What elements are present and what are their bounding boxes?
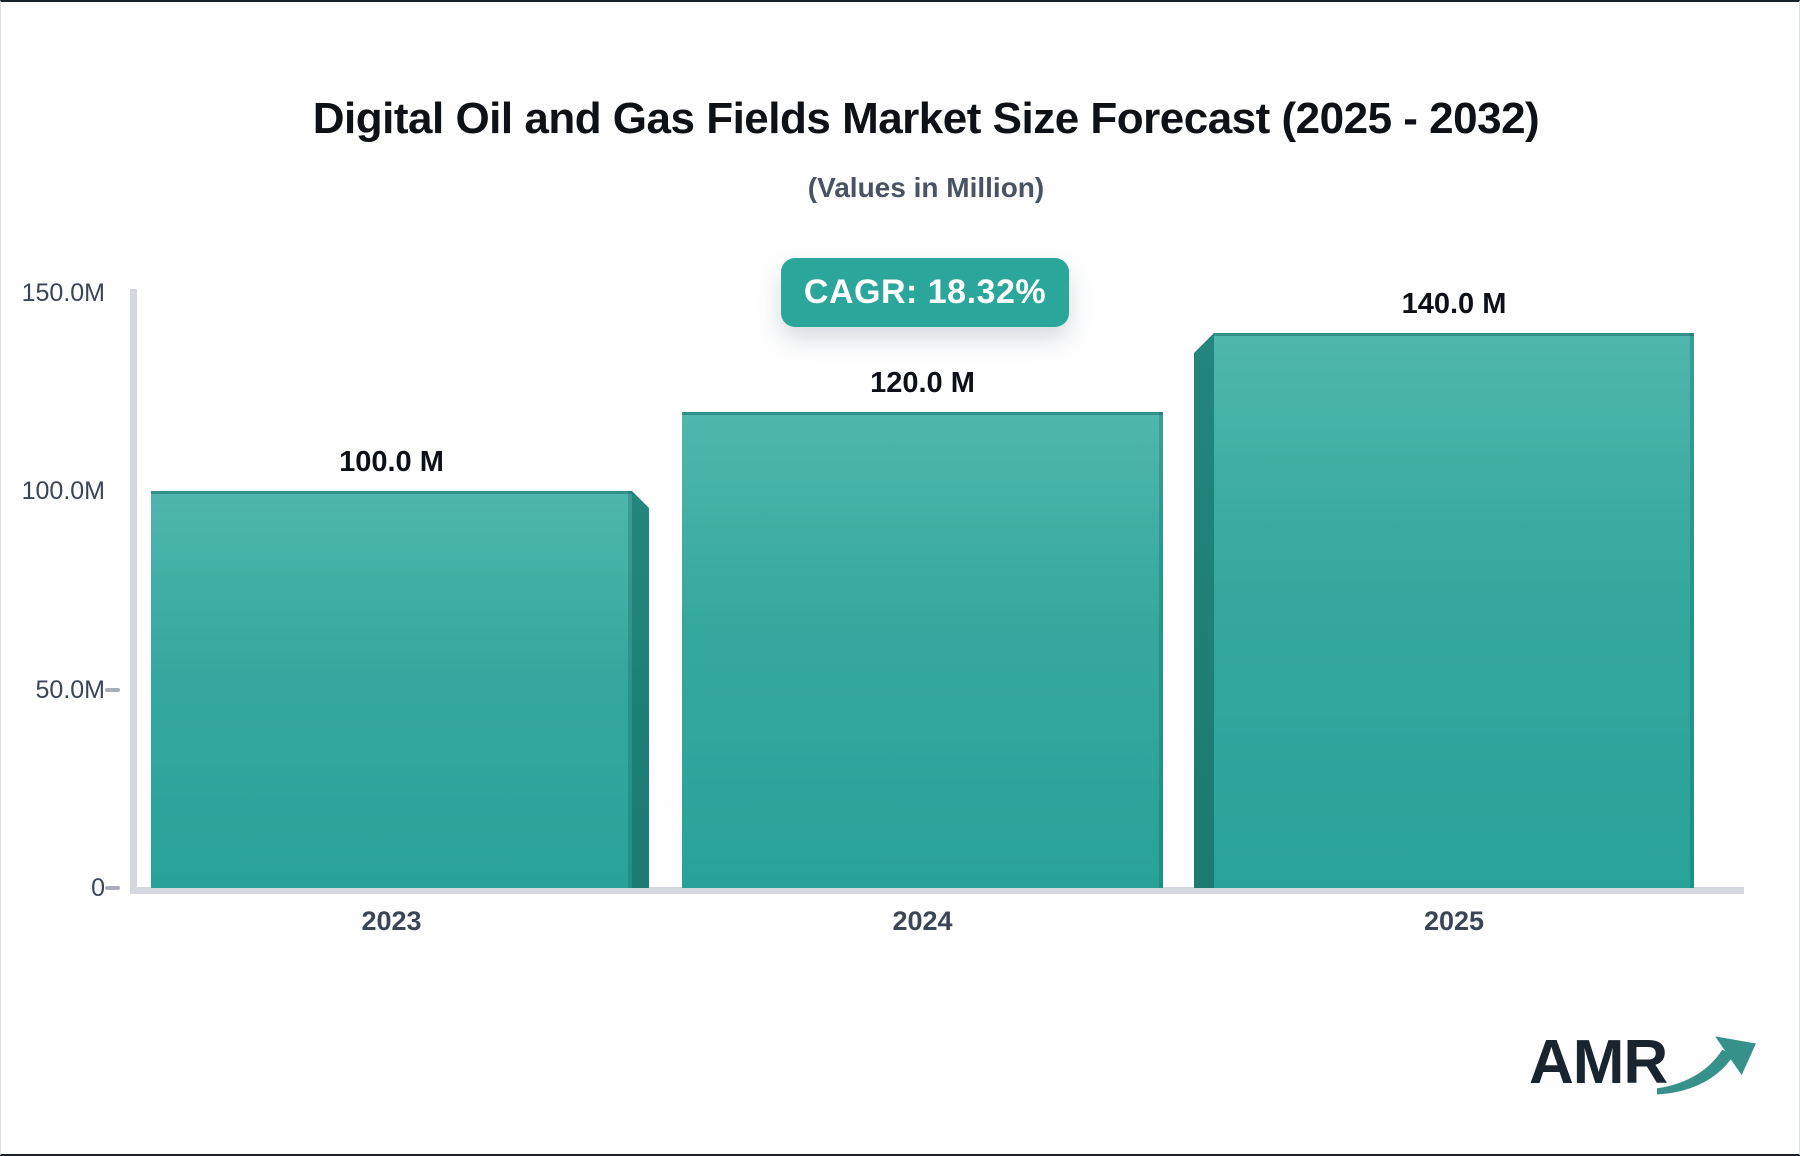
x-axis-line — [130, 887, 1744, 894]
amr-logo: AMR — [1529, 1032, 1759, 1098]
x-tick-label: 2025 — [1423, 906, 1485, 936]
bar — [151, 491, 632, 888]
y-tick-label: 0 — [91, 874, 105, 902]
bar-value-label: 140.0 M — [1401, 288, 1507, 320]
cagr-badge: CAGR: 18.32% — [781, 258, 1069, 327]
bar-3d-side-face — [1194, 333, 1214, 888]
bar-3d-side-face — [632, 491, 649, 888]
chart-subtitle: (Values in Million) — [807, 172, 1045, 203]
x-tick-label: 2023 — [361, 906, 422, 936]
y-tick-mark — [105, 886, 120, 890]
chart-title: Digital Oil and Gas Fields Market Size F… — [312, 94, 1540, 143]
growth-arrow-icon — [1657, 1036, 1757, 1095]
bar-value-label: 100.0 M — [339, 446, 444, 478]
y-tick-label: 50.0M — [35, 676, 105, 704]
amr-logo-text: AMR — [1529, 1028, 1668, 1097]
bar — [682, 412, 1163, 888]
y-tick-label: 150.0M — [21, 279, 105, 307]
bar — [1214, 333, 1694, 888]
y-tick-mark — [105, 688, 120, 692]
y-axis-line — [130, 289, 137, 894]
bar-value-label: 120.0 M — [870, 367, 975, 399]
y-tick-label: 100.0M — [21, 477, 105, 505]
x-tick-label: 2024 — [892, 906, 953, 936]
